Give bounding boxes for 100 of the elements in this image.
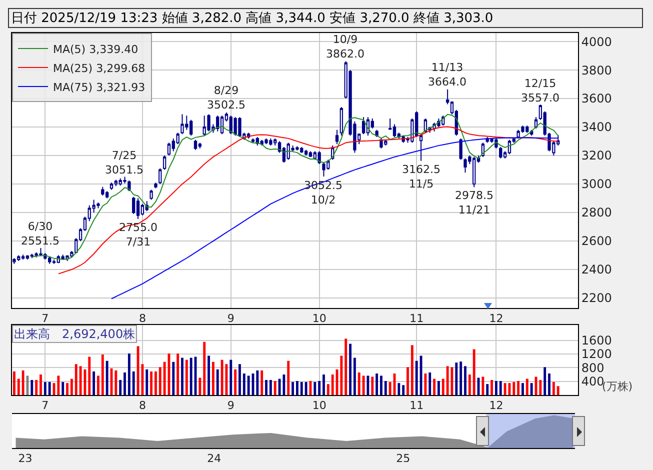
candlestick <box>340 106 344 136</box>
bar <box>362 376 365 395</box>
y-tick-label: 400 <box>581 374 604 389</box>
bar <box>185 360 188 395</box>
bar <box>74 364 78 395</box>
bar <box>238 364 241 395</box>
bar <box>460 362 462 395</box>
bar <box>176 354 180 395</box>
x-tick-label: 7 <box>42 399 49 412</box>
y-tick-label: 4000 <box>581 34 612 49</box>
bar <box>88 356 91 395</box>
bar <box>300 382 303 395</box>
candlestick <box>26 254 30 260</box>
bar <box>304 382 308 395</box>
x-tick-label: 12 <box>489 399 504 412</box>
bar <box>512 382 516 395</box>
bar <box>384 381 387 395</box>
bar <box>12 371 16 395</box>
candlestick <box>154 182 158 189</box>
bar <box>154 371 157 395</box>
bar <box>410 345 414 395</box>
x-tick-label: 7 <box>42 312 49 326</box>
bar <box>132 371 135 395</box>
bar <box>358 372 360 395</box>
bar <box>322 374 325 395</box>
candlestick <box>194 139 198 150</box>
candlestick <box>105 190 109 199</box>
bar <box>402 385 405 395</box>
candlestick <box>123 176 126 184</box>
bar <box>296 381 298 395</box>
bar <box>208 356 210 395</box>
x-tick-label: 9 <box>227 312 234 326</box>
bar <box>539 380 542 395</box>
bar <box>234 369 237 395</box>
y-tick-label: 1600 <box>581 334 612 348</box>
bar <box>522 383 524 395</box>
y-tick-label: 2200 <box>581 291 612 306</box>
bar <box>66 383 68 395</box>
x-tick-label: 23 <box>18 452 32 466</box>
bar <box>366 376 370 395</box>
y-tick-label: 3200 <box>581 148 612 163</box>
bar <box>84 369 86 395</box>
bar <box>48 382 51 395</box>
bar <box>172 362 175 395</box>
bar <box>424 373 427 395</box>
bar <box>490 380 493 395</box>
candlestick <box>318 150 321 165</box>
chart-title: 日付 2025/12/19 13:23 始値 3,282.0 高値 3,344.0 安値 3,270.0 終値 3,303.0 <box>8 8 643 28</box>
y-tick-label: 2600 <box>581 234 612 248</box>
bar <box>437 381 440 395</box>
annotation: 7/25 3051.5 <box>105 149 144 176</box>
bar <box>442 378 444 395</box>
bar <box>119 380 122 395</box>
bar <box>376 373 378 395</box>
bar <box>331 374 334 395</box>
bar <box>552 382 555 395</box>
bar <box>190 358 192 395</box>
y-tick-label: 2800 <box>581 206 612 220</box>
bar <box>242 373 246 395</box>
legend-label: MA(25) 3,299.68 <box>53 62 146 75</box>
bar <box>212 362 214 395</box>
legend-label: MA(75) 3,321.93 <box>53 80 146 94</box>
bar <box>30 380 34 395</box>
candlestick <box>136 198 140 220</box>
bar <box>499 381 502 395</box>
y-tick-label: 1200 <box>581 347 612 362</box>
candlestick <box>335 129 339 145</box>
candlestick <box>167 142 171 156</box>
y-tick-label: 3600 <box>581 92 612 106</box>
bar <box>158 367 162 395</box>
bar <box>128 354 130 395</box>
x-tick-label: 10 <box>312 399 326 412</box>
bar <box>92 371 96 395</box>
annotation: 10/9 3862.0 <box>326 33 364 60</box>
bar <box>486 384 489 395</box>
bar <box>472 349 476 395</box>
bar <box>371 376 374 395</box>
y-tick-label: 3800 <box>581 63 612 78</box>
bar <box>163 362 166 395</box>
x-tick-label: 11 <box>410 312 424 326</box>
annotation: 11/13 3664.0 <box>428 61 466 88</box>
bar <box>106 360 108 395</box>
bar <box>398 383 400 395</box>
bar <box>220 360 224 395</box>
candlestick <box>198 142 202 149</box>
x-tick-label: 8 <box>138 399 146 412</box>
line-series <box>58 126 559 274</box>
annotation: 8/29 3502.5 <box>207 84 246 112</box>
y-tick-label: 800 <box>581 360 604 375</box>
bar <box>22 370 24 395</box>
x-tick-label: 24 <box>207 452 222 466</box>
y-tick-label: 3400 <box>581 120 612 134</box>
x-tick-label: 8 <box>138 312 146 326</box>
bar <box>318 381 321 395</box>
bar <box>428 372 432 395</box>
bar <box>282 374 286 395</box>
bar <box>17 378 20 395</box>
candlestick <box>110 182 114 190</box>
bar <box>141 364 144 395</box>
bar <box>406 367 409 395</box>
